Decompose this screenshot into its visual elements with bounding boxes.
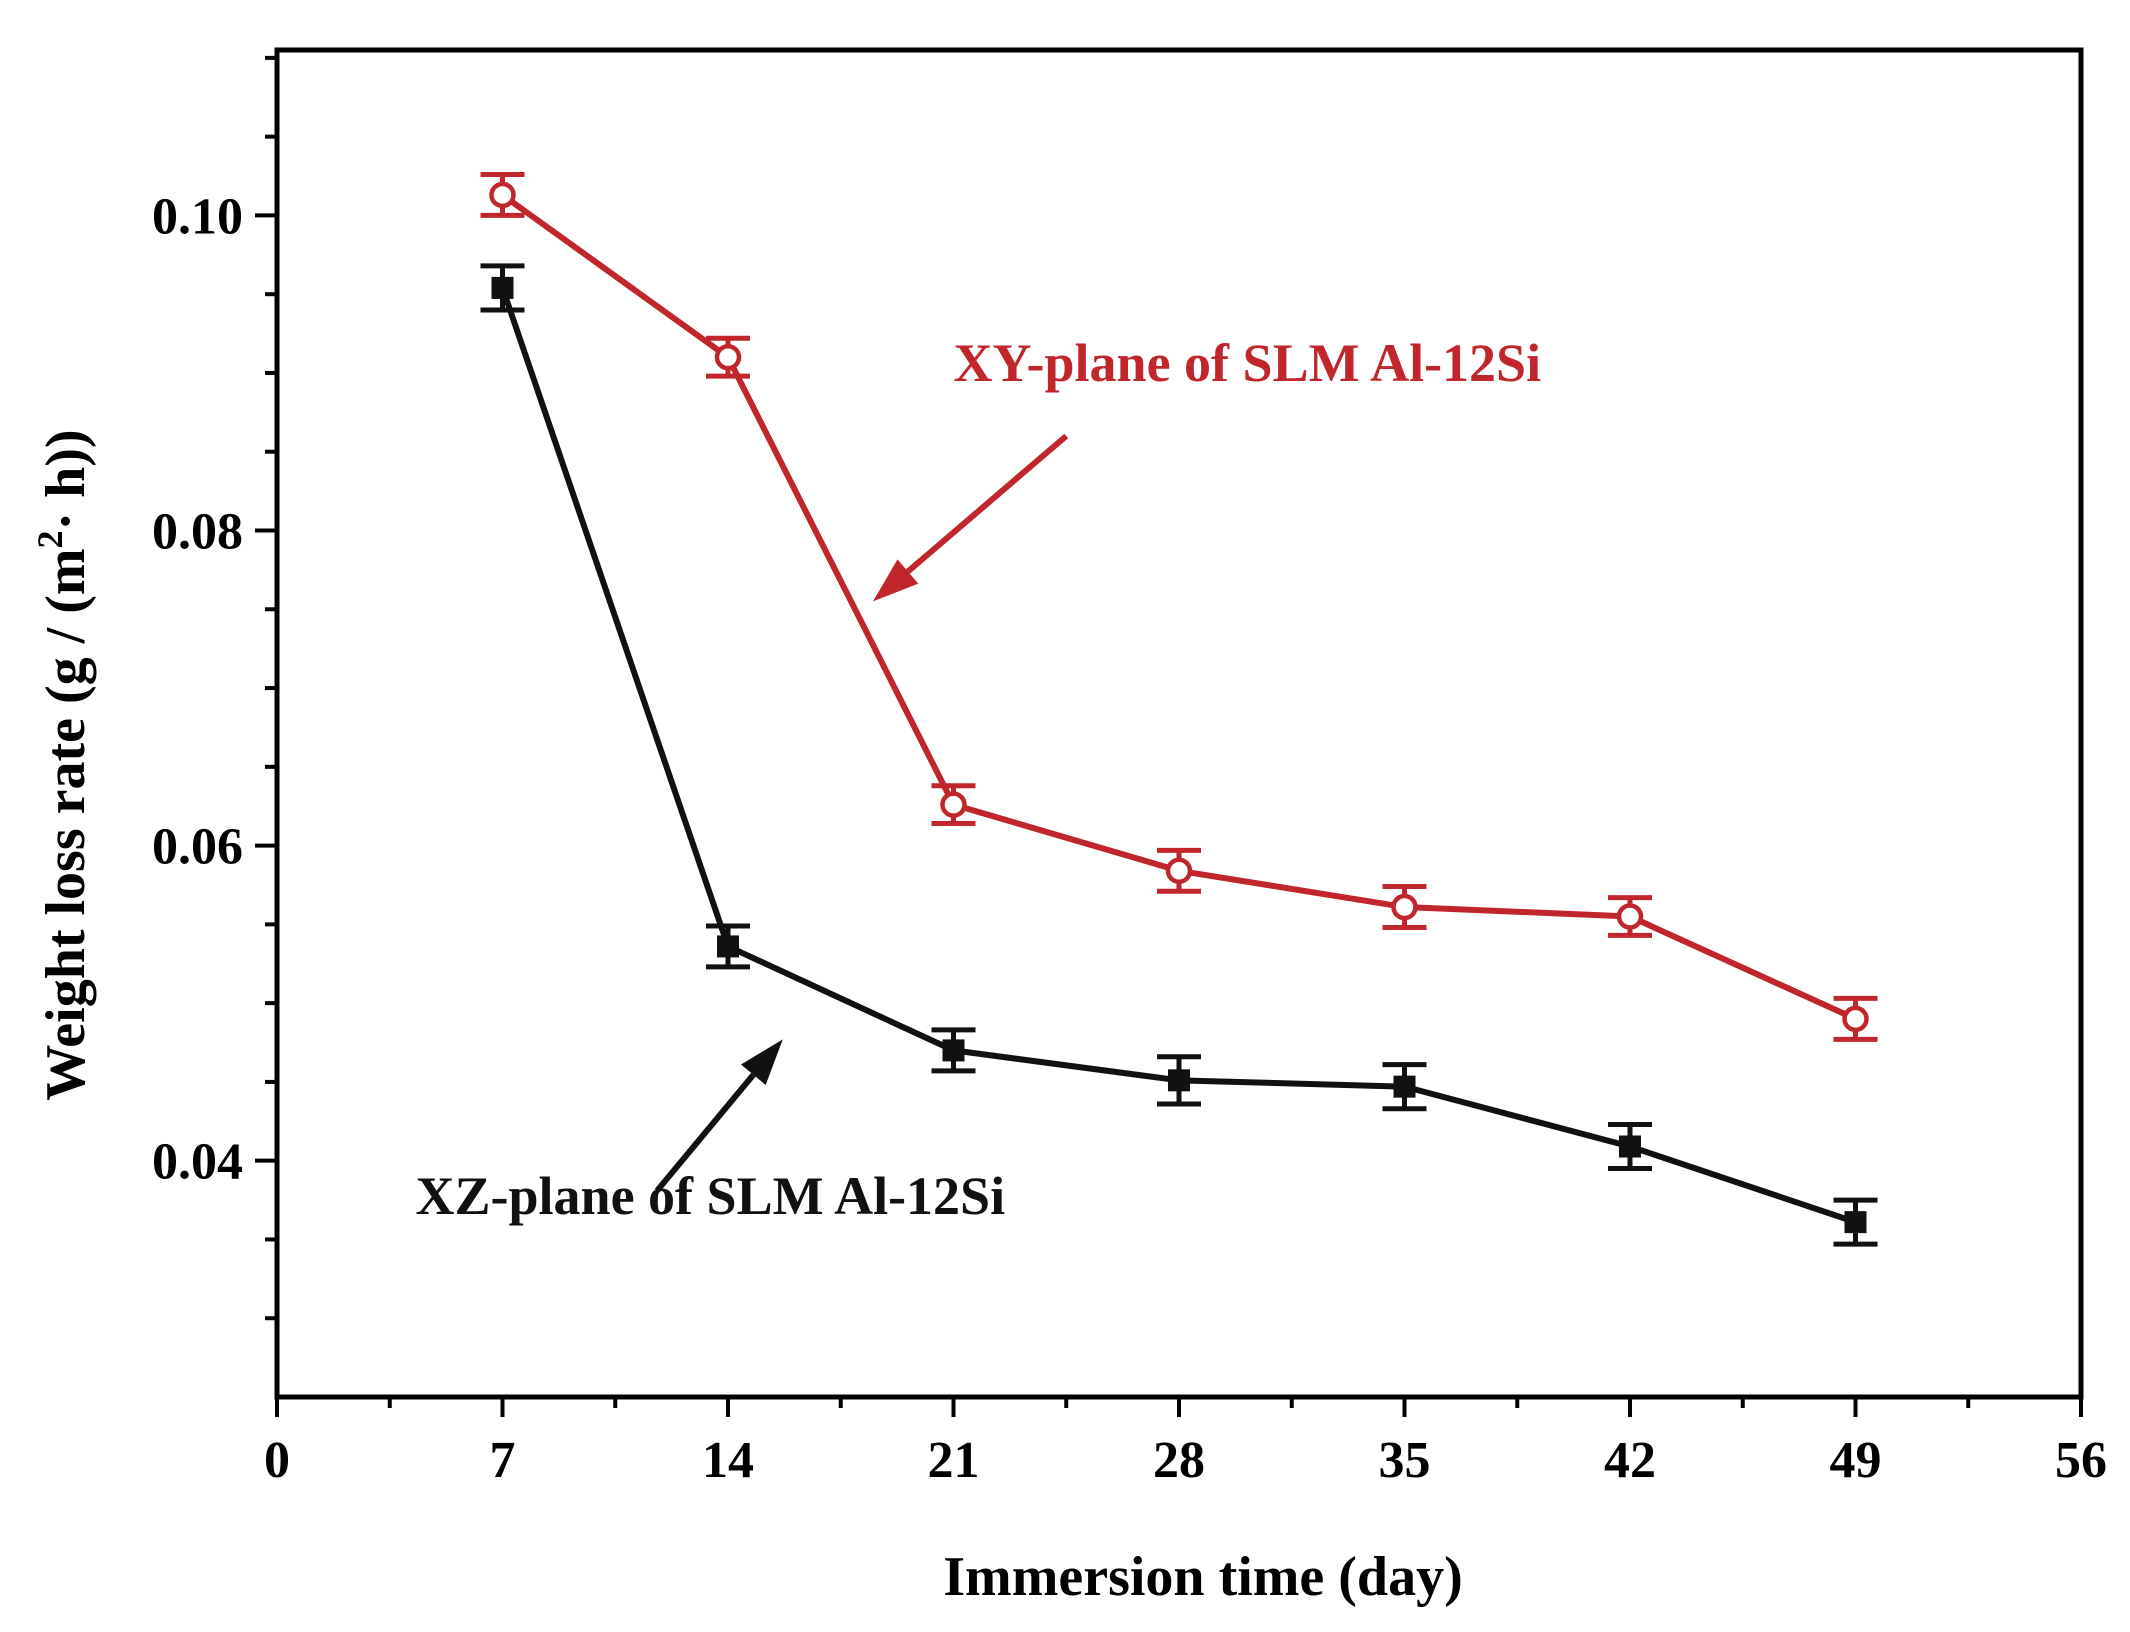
- y-axis-title-tail: · h)): [35, 429, 97, 530]
- x-tick-label: 21: [928, 1432, 980, 1489]
- x-tick-label: 49: [1830, 1432, 1882, 1489]
- x-tick-label: 42: [1604, 1432, 1656, 1489]
- data-point: [489, 181, 516, 209]
- data-point: [717, 935, 739, 958]
- data-point: [1391, 893, 1418, 921]
- annotation-label: XZ-plane of SLM Al-12Si: [416, 1166, 1006, 1226]
- x-tick-label: 35: [1379, 1432, 1431, 1489]
- data-point: [1619, 1135, 1641, 1158]
- y-tick-label: 0.04: [152, 1134, 243, 1191]
- data-point: [1844, 1211, 1867, 1234]
- y-axis-title-main: Weight loss rate (g / (m: [35, 549, 97, 1101]
- x-tick-label: 7: [490, 1432, 516, 1489]
- data-point: [1393, 1075, 1416, 1098]
- series-xy-plane: [480, 171, 1878, 1042]
- annotations: XY-plane of SLM Al-12Si XZ-plane of SLM A…: [416, 333, 1542, 1226]
- series-xz-plane: [480, 263, 1878, 1247]
- data-point: [1616, 903, 1644, 930]
- data-point: [940, 791, 967, 818]
- data-point: [1168, 1069, 1190, 1092]
- x-tick-label: 28: [1153, 1432, 1205, 1489]
- x-axis-title: Immersion time (day): [943, 1546, 1462, 1608]
- y-tick-label: 0.10: [152, 188, 243, 245]
- x-tick-label: 56: [2055, 1432, 2107, 1489]
- data-point: [1842, 1005, 1869, 1033]
- data-point: [942, 1039, 965, 1062]
- x-tick-label: 0: [264, 1432, 290, 1489]
- annotation-arrow-shaft: [905, 433, 1069, 574]
- y-axis-title-superscript: 2: [30, 531, 70, 549]
- data-point: [491, 276, 514, 299]
- axes: 0 7 14 21 28 35 42 49 56 0.04 0.06 0.08 0.10: [152, 47, 2107, 1489]
- annotation-arrow-head: [872, 559, 919, 602]
- annotation-arrow-shaft: [654, 1072, 756, 1193]
- series-line: [500, 192, 1857, 1022]
- x-tick-label: 14: [702, 1432, 754, 1489]
- annotation-arrow-head: [741, 1039, 783, 1085]
- y-tick-label: 0.06: [152, 819, 243, 876]
- y-axis-title: Weight loss rate (g / (m2· h)): [30, 429, 97, 1100]
- series-layer: [480, 171, 1878, 1247]
- data-point: [714, 343, 742, 371]
- annotation-label: XY-plane of SLM Al-12Si: [954, 333, 1542, 393]
- y-tick-label: 0.08: [152, 504, 243, 561]
- data-point: [1165, 857, 1193, 885]
